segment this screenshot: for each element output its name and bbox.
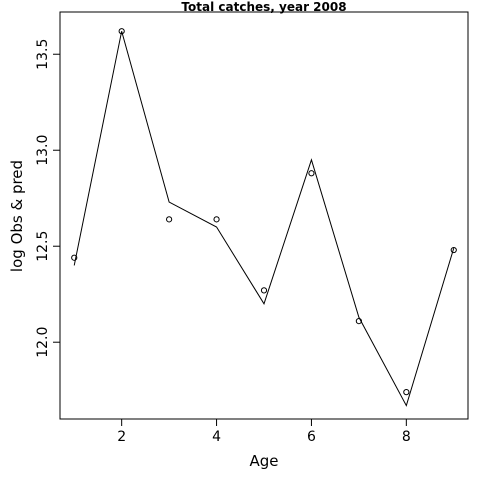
x-tick-label: 4	[212, 429, 221, 445]
x-tick-label: 6	[307, 429, 316, 445]
y-tick-label: 13.5	[35, 39, 51, 70]
observed-point	[71, 254, 78, 261]
y-axis: 12.0 12.5 13.0 13.5	[35, 39, 61, 358]
y-axis-label: log Obs & pred	[8, 160, 26, 272]
observed-point	[450, 246, 457, 254]
chart-title: Total catches, year 2008	[181, 0, 346, 14]
observed-point	[308, 170, 315, 177]
predicted-line	[73, 31, 455, 407]
observed-point	[213, 216, 220, 223]
observed-point	[260, 287, 268, 294]
y-tick-label: 12.5	[35, 231, 51, 262]
plot-frame	[59, 11, 469, 420]
y-tick-label: 13.0	[35, 135, 51, 166]
x-axis-label: Age	[249, 452, 278, 470]
series-layer	[71, 28, 457, 407]
x-tick-label: 2	[117, 429, 126, 445]
observed-point	[118, 28, 125, 35]
x-axis: 2 4 6 8	[117, 418, 411, 445]
y-tick-label: 12.0	[35, 327, 51, 358]
observed-point	[403, 389, 410, 396]
observed-point	[166, 216, 173, 223]
x-tick-label: 8	[402, 429, 411, 445]
